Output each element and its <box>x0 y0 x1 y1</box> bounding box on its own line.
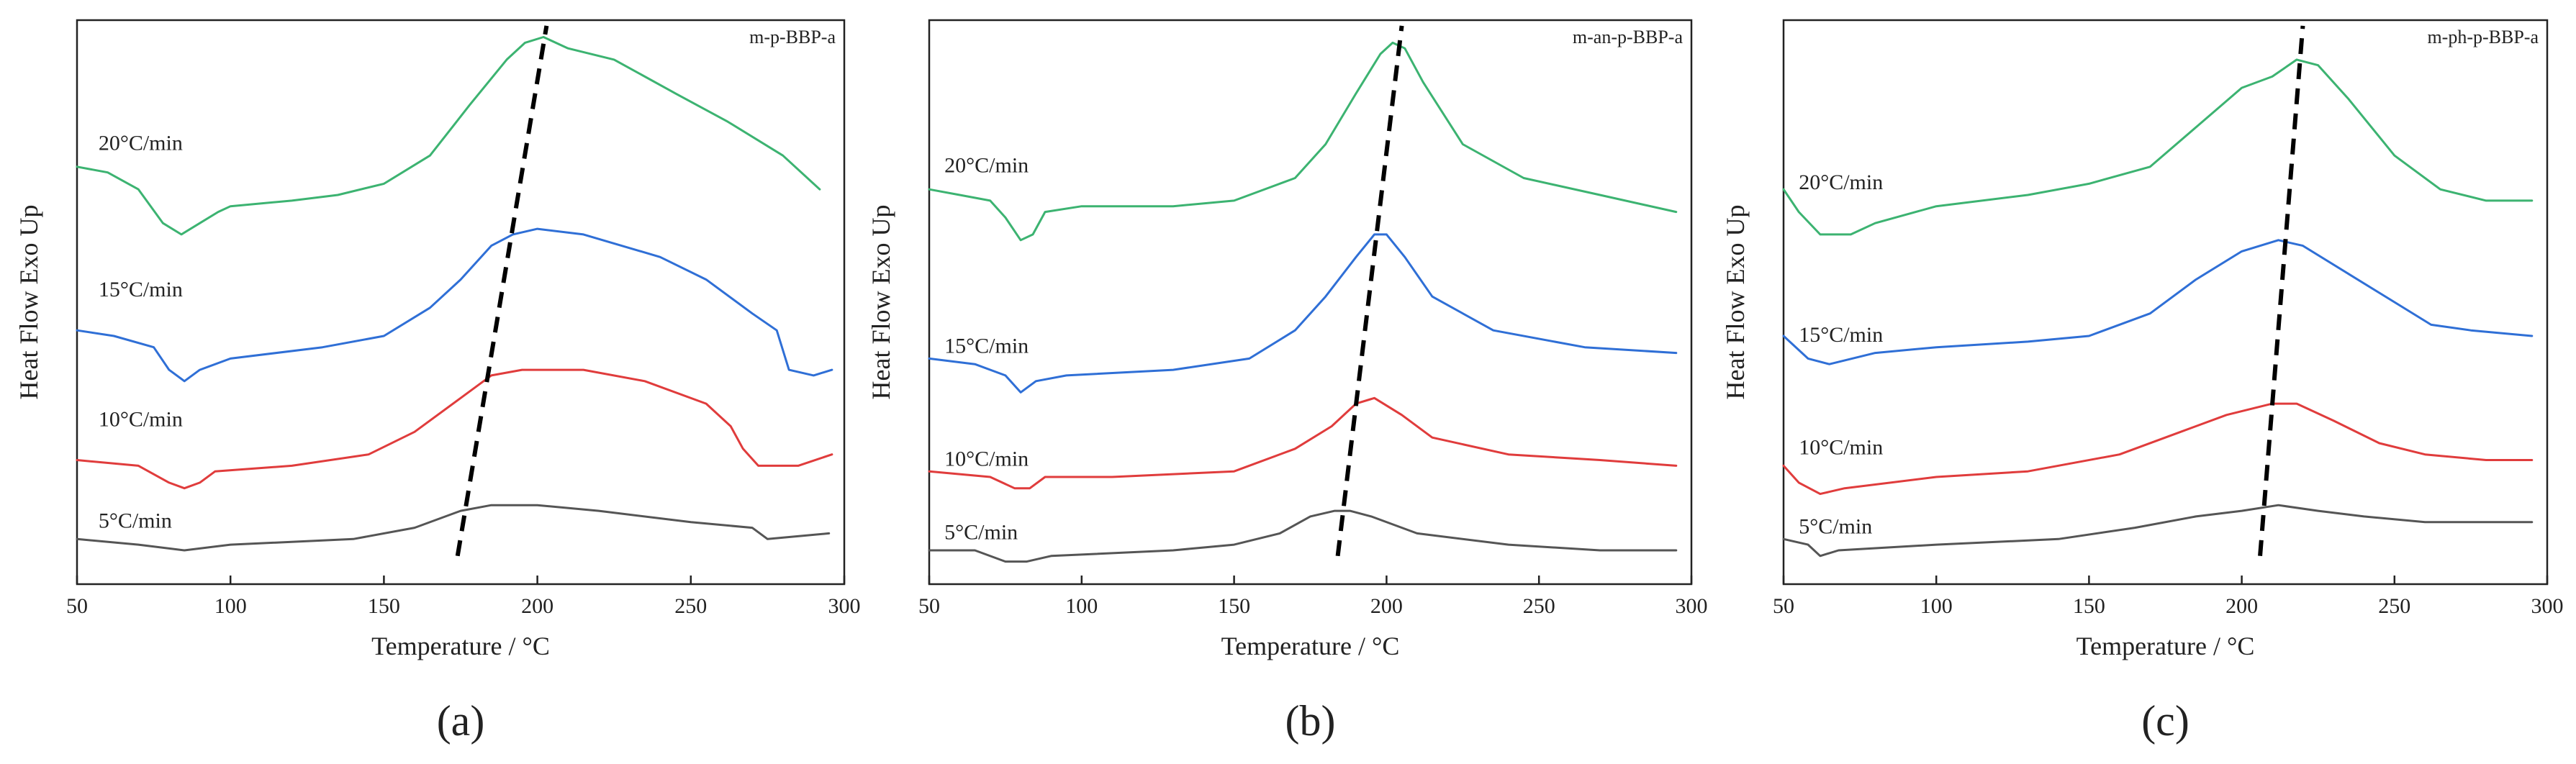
rate-label-10: 10°C/min <box>99 407 183 431</box>
x-axis-title: Temperature / °C <box>1221 632 1400 660</box>
x-tick-label: 300 <box>828 594 861 618</box>
x-tick-label: 50 <box>66 594 88 618</box>
dsc-curve-10 <box>1782 402 2534 496</box>
peak-trend-line <box>455 25 549 557</box>
rate-label-15: 15°C/min <box>1799 323 1883 347</box>
dsc-curve-15 <box>1782 239 2534 365</box>
panel-label: (b) <box>1285 697 1336 745</box>
dsc-curve-20 <box>1782 58 2534 236</box>
x-tick-label: 150 <box>2073 594 2105 618</box>
x-axis-title: Temperature / °C <box>2076 632 2255 660</box>
dsc-curve-5 <box>928 509 1678 563</box>
x-tick-label: 150 <box>1218 594 1250 618</box>
dsc-curve-20 <box>76 36 821 236</box>
sample-title: m-an-p-BBP-a <box>1573 27 1684 47</box>
x-tick-label: 300 <box>1676 594 1708 618</box>
peak-trend-line <box>1335 25 1404 557</box>
plot-frame-a <box>76 19 846 586</box>
x-tick-label: 200 <box>1370 594 1403 618</box>
rate-label-20: 20°C/min <box>1799 170 1883 194</box>
dsc-curve-5 <box>1782 504 2534 558</box>
rate-label-5: 5°C/min <box>99 509 172 533</box>
x-tick-label: 50 <box>1773 594 1794 618</box>
dsc-curve-5 <box>76 504 831 552</box>
peak-trend-line <box>2258 25 2305 557</box>
rate-label-15: 15°C/min <box>99 278 183 301</box>
panel-b: 50 100 150 200 250 300 Temperature / °C Heat Fl… <box>867 19 1708 745</box>
x-tick-label: 250 <box>2378 594 2410 618</box>
sample-title: m-p-BBP-a <box>749 27 836 47</box>
x-tick-label: 100 <box>1920 594 1953 618</box>
panel-c: 50 100 150 200 250 300 Temperature / °C Heat Fl… <box>1721 19 2564 745</box>
dsc-curve-20 <box>928 41 1678 242</box>
y-axis-title: Heat Flow Exo Up <box>1721 205 1750 400</box>
x-tick-label: 250 <box>1523 594 1555 618</box>
rate-label-5: 5°C/min <box>944 520 1018 544</box>
x-axis-title: Temperature / °C <box>371 632 550 660</box>
x-tick-label: 300 <box>2531 594 2564 618</box>
dsc-curve-15 <box>76 227 833 383</box>
y-axis-title: Heat Flow Exo Up <box>14 205 43 400</box>
x-tick-label: 50 <box>918 594 940 618</box>
dsc-curve-10 <box>76 368 833 490</box>
rate-label-20: 20°C/min <box>99 131 183 155</box>
x-tick-label: 200 <box>2225 594 2258 618</box>
x-tick-label: 150 <box>368 594 400 618</box>
x-tick-label: 100 <box>1065 594 1098 618</box>
x-tick-label: 200 <box>521 594 553 618</box>
dsc-curve-10 <box>928 396 1678 490</box>
sample-title: m-ph-p-BBP-a <box>2427 27 2539 47</box>
x-tick-label: 250 <box>674 594 707 618</box>
dsc-curve-15 <box>928 233 1678 394</box>
rate-label-5: 5°C/min <box>1799 514 1872 538</box>
rate-label-10: 10°C/min <box>1799 436 1883 460</box>
plot-frame-c <box>1782 19 2549 586</box>
plot-frame-b <box>928 19 1693 586</box>
panel-a: 50 100 150 200 250 300 Temperature / °C Heat Fl… <box>14 19 861 745</box>
panel-label: (a) <box>437 697 485 745</box>
y-axis-title: Heat Flow Exo Up <box>867 205 895 400</box>
x-tick-label: 100 <box>214 594 247 618</box>
rate-label-15: 15°C/min <box>944 335 1029 358</box>
panel-label: (c) <box>2141 697 2189 745</box>
rate-label-10: 10°C/min <box>944 447 1029 470</box>
rate-label-20: 20°C/min <box>944 154 1029 178</box>
